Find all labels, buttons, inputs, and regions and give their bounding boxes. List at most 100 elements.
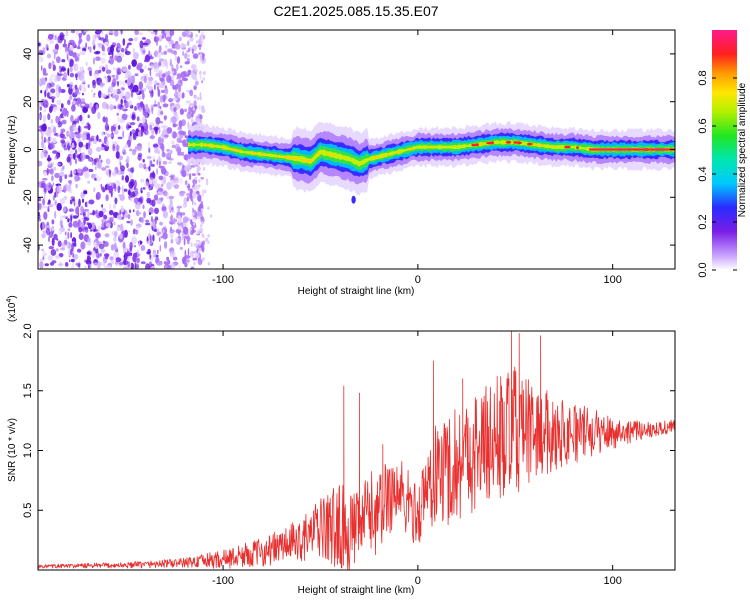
noise-speckle: [65, 30, 68, 37]
noise-speckle: [103, 214, 108, 220]
ridge-hotspot: [538, 144, 544, 147]
noise-speckle: [195, 40, 199, 44]
noise-speckle: [147, 110, 151, 114]
noise-speckle: [200, 34, 203, 39]
noise-speckle: [105, 76, 109, 84]
noise-speckle: [178, 230, 181, 236]
noise-speckle: [160, 52, 164, 56]
noise-speckle: [55, 56, 61, 64]
noise-speckle: [161, 61, 166, 68]
noise-speckle: [40, 151, 44, 159]
noise-speckle: [152, 143, 159, 148]
noise-speckle: [189, 89, 194, 97]
noise-speckle: [160, 89, 166, 93]
noise-speckle: [147, 76, 154, 82]
noise-speckle: [113, 88, 116, 96]
noise-speckle: [179, 133, 184, 139]
noise-speckle: [59, 175, 63, 183]
noise-speckle: [109, 56, 114, 65]
noise-speckle: [54, 172, 60, 179]
noise-speckle: [87, 84, 90, 88]
noise-speckle: [81, 217, 84, 221]
noise-speckle: [69, 95, 73, 101]
noise-speckle: [146, 197, 152, 204]
noise-speckle: [124, 151, 127, 155]
noise-speckle: [40, 65, 43, 71]
noise-speckle: [202, 257, 205, 261]
noise-speckle: [155, 117, 161, 125]
noise-speckle: [154, 228, 157, 233]
noise-speckle: [192, 178, 198, 185]
noise-speckle: [60, 128, 66, 133]
noise-speckle: [133, 197, 140, 204]
noise-speckle: [144, 181, 150, 190]
noise-speckle: [179, 108, 184, 115]
noise-speckle: [168, 98, 174, 103]
noise-speckle: [40, 77, 46, 86]
noise-speckle: [137, 95, 142, 100]
noise-speckle: [49, 39, 54, 44]
colorbar-tick-label: 0.2: [697, 214, 709, 229]
noise-speckle: [76, 46, 81, 50]
noise-speckle: [151, 106, 154, 115]
noise-speckle: [59, 219, 63, 226]
noise-speckle: [81, 198, 85, 203]
noise-speckle: [88, 168, 94, 173]
noise-speckle: [39, 258, 45, 262]
noise-speckle: [95, 232, 101, 239]
snr-x-axis-label: Height of straight line (km): [298, 585, 415, 596]
noise-speckle: [137, 62, 143, 69]
noise-speckle: [178, 162, 184, 166]
noise-speckle: [132, 84, 139, 93]
noise-speckle: [42, 47, 46, 55]
noise-speckle: [173, 177, 180, 184]
x-tick-label: 0: [415, 575, 421, 587]
noise-speckle: [113, 250, 120, 260]
noise-speckle: [173, 217, 176, 225]
noise-speckle: [181, 119, 186, 127]
noise-speckle: [48, 246, 54, 250]
noise-speckle: [109, 45, 114, 54]
noise-speckle: [202, 53, 205, 61]
noise-speckle: [83, 190, 88, 195]
noise-speckle: [169, 250, 176, 258]
noise-speckle: [195, 34, 198, 38]
x-tick-label: -100: [212, 274, 234, 286]
noise-speckle: [193, 94, 197, 99]
noise-speckle: [106, 139, 109, 147]
noise-speckle: [49, 168, 54, 175]
noise-speckle: [148, 207, 154, 215]
noise-speckle: [112, 143, 115, 152]
noise-speckle: [139, 68, 144, 73]
spectrogram-x-axis-label: Height of straight line (km): [298, 286, 415, 297]
noise-speckle: [42, 145, 47, 153]
noise-speckle: [120, 125, 124, 132]
noise-speckle: [193, 222, 196, 226]
noise-speckle: [169, 199, 173, 207]
noise-speckle: [163, 115, 167, 121]
noise-speckle: [190, 71, 194, 76]
noise-speckle: [149, 234, 152, 243]
noise-speckle: [72, 252, 74, 258]
noise-speckle: [49, 77, 53, 84]
noise-speckle: [101, 218, 106, 223]
noise-speckle: [66, 242, 69, 249]
noise-speckle: [145, 219, 150, 223]
noise-speckle: [83, 30, 89, 33]
y-tick-label: 2.0: [22, 323, 34, 338]
noise-speckle: [69, 66, 73, 73]
noise-speckle: [51, 219, 55, 225]
noise-speckle: [147, 56, 154, 60]
noise-speckle: [179, 246, 183, 250]
noise-speckle: [126, 155, 130, 163]
y-tick-label: 0: [22, 146, 34, 152]
noise-speckle: [43, 170, 47, 176]
noise-speckle: [104, 184, 107, 191]
multiplier-exponent: 4: [6, 299, 13, 303]
noise-speckle: [134, 263, 140, 269]
noise-speckle: [83, 126, 89, 129]
y-tick-label: -20: [22, 189, 34, 205]
noise-speckle: [44, 90, 46, 98]
noise-speckle: [62, 215, 68, 218]
